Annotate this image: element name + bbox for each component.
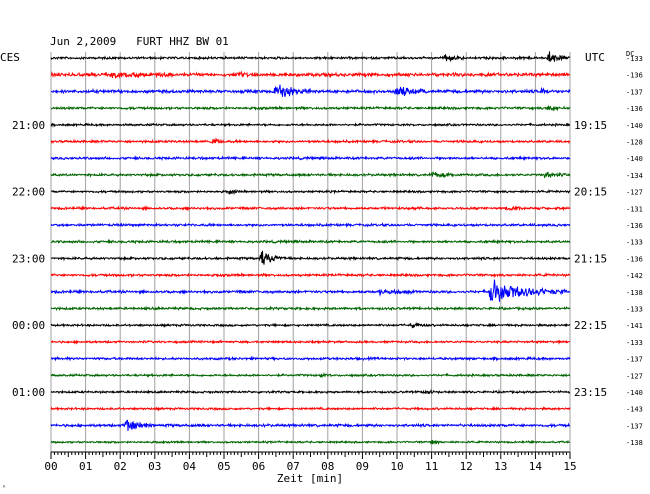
time-axis: 00 01 02 03 04 05 06 07 08 09 10 11 12 13 14 15 bbox=[44, 451, 577, 473]
left-hour-label: 21:00 bbox=[12, 119, 45, 132]
left-axis-label: CES bbox=[0, 51, 20, 64]
left-time-labels: 21:00 22:00 23:00 00:00 01:00 bbox=[12, 119, 45, 399]
left-hour-label: 00:00 bbox=[12, 319, 45, 332]
right-hour-label: 21:15 bbox=[574, 252, 607, 265]
dc-value-label: -133 bbox=[626, 55, 643, 63]
trace-line bbox=[50, 104, 571, 112]
trace-line bbox=[50, 322, 571, 329]
dc-value-label: -137 bbox=[626, 356, 643, 364]
x-axis-label: Zeit [min] bbox=[277, 472, 343, 485]
dc-value-label: -140 bbox=[626, 122, 643, 130]
left-hour-label: 22:00 bbox=[12, 186, 45, 199]
trace-line bbox=[50, 305, 571, 312]
x-tick-label: 07 bbox=[287, 460, 300, 473]
dc-value-label: -131 bbox=[626, 205, 643, 213]
dc-value-label: -143 bbox=[626, 406, 643, 414]
trace-line bbox=[50, 222, 571, 229]
minute-gridlines bbox=[50, 52, 571, 452]
dc-value-label: -142 bbox=[626, 272, 643, 280]
trace-line bbox=[50, 339, 570, 345]
x-tick-label: 08 bbox=[321, 460, 334, 473]
x-tick-label: 12 bbox=[460, 460, 473, 473]
trace-line bbox=[50, 371, 571, 378]
dc-value-label: -136 bbox=[626, 255, 643, 263]
x-tick-label: 04 bbox=[183, 460, 197, 473]
x-tick-label: 09 bbox=[356, 460, 369, 473]
trace-line bbox=[50, 238, 571, 245]
dc-value-label: -140 bbox=[626, 389, 643, 397]
x-tick-label: 02 bbox=[114, 460, 127, 473]
x-tick-label: 15 bbox=[563, 460, 576, 473]
chart-title: Jun 2,2009 FURT HHZ BW 01 bbox=[50, 35, 229, 48]
x-tick-label: 03 bbox=[148, 460, 161, 473]
x-tick-label: 05 bbox=[217, 460, 230, 473]
trace-line bbox=[50, 272, 571, 279]
dc-value-label: -138 bbox=[626, 289, 643, 297]
dc-value-label: -140 bbox=[626, 155, 643, 163]
dc-value-label: -133 bbox=[626, 339, 643, 347]
trace-line bbox=[50, 84, 571, 97]
trace-line bbox=[50, 171, 571, 179]
left-hour-label: 01:00 bbox=[12, 386, 45, 399]
dc-value-label: -141 bbox=[626, 322, 643, 330]
dc-value-label: -127 bbox=[626, 372, 643, 380]
trace-line bbox=[50, 405, 571, 412]
right-hour-label: 19:15 bbox=[574, 119, 607, 132]
dc-value-label: -133 bbox=[626, 239, 643, 247]
dc-value-label: -137 bbox=[626, 88, 643, 96]
x-tick-label: 11 bbox=[425, 460, 438, 473]
x-tick-label: 01 bbox=[79, 460, 92, 473]
trace-line bbox=[50, 122, 571, 128]
right-hour-label: 20:15 bbox=[574, 186, 607, 199]
dc-value-label: -128 bbox=[626, 139, 643, 147]
footer-mark: ⁿ bbox=[2, 484, 6, 492]
trace-line bbox=[50, 419, 571, 432]
dc-offset-labels: -133 -136 -137 -136 -140 -128 -140 -134 -127 -131… bbox=[626, 55, 643, 447]
x-tick-label: 06 bbox=[252, 460, 265, 473]
right-hour-label: 23:15 bbox=[574, 386, 607, 399]
dc-value-label: -136 bbox=[626, 105, 643, 113]
dc-value-label: -138 bbox=[626, 439, 643, 447]
x-tick-label: 00 bbox=[44, 460, 57, 473]
dc-value-label: -127 bbox=[626, 189, 643, 197]
trace-line bbox=[50, 439, 571, 446]
trace-line bbox=[50, 205, 571, 212]
dc-value-label: -134 bbox=[626, 172, 643, 180]
right-hour-label: 22:15 bbox=[574, 319, 607, 332]
trace-line bbox=[50, 71, 571, 79]
x-tick-label: 13 bbox=[494, 460, 507, 473]
trace-line bbox=[50, 279, 571, 302]
dc-header-label: DC bbox=[626, 50, 634, 58]
dc-value-label: -136 bbox=[626, 222, 643, 230]
x-tick-label: 14 bbox=[529, 460, 543, 473]
seismic-traces bbox=[50, 51, 571, 446]
trace-line bbox=[50, 51, 571, 63]
trace-line bbox=[50, 137, 571, 145]
left-hour-label: 23:00 bbox=[12, 252, 45, 265]
trace-line bbox=[50, 155, 571, 162]
right-axis-label: UTC bbox=[585, 51, 605, 64]
right-time-labels: 19:15 20:15 21:15 22:15 23:15 bbox=[574, 119, 607, 399]
dc-value-label: -133 bbox=[626, 306, 643, 314]
trace-line bbox=[50, 388, 571, 395]
dc-value-label: -136 bbox=[626, 72, 643, 80]
x-tick-label: 10 bbox=[390, 460, 403, 473]
trace-line bbox=[51, 355, 571, 362]
trace-line bbox=[50, 250, 571, 265]
dc-value-label: -137 bbox=[626, 422, 643, 430]
trace-line bbox=[50, 188, 571, 196]
